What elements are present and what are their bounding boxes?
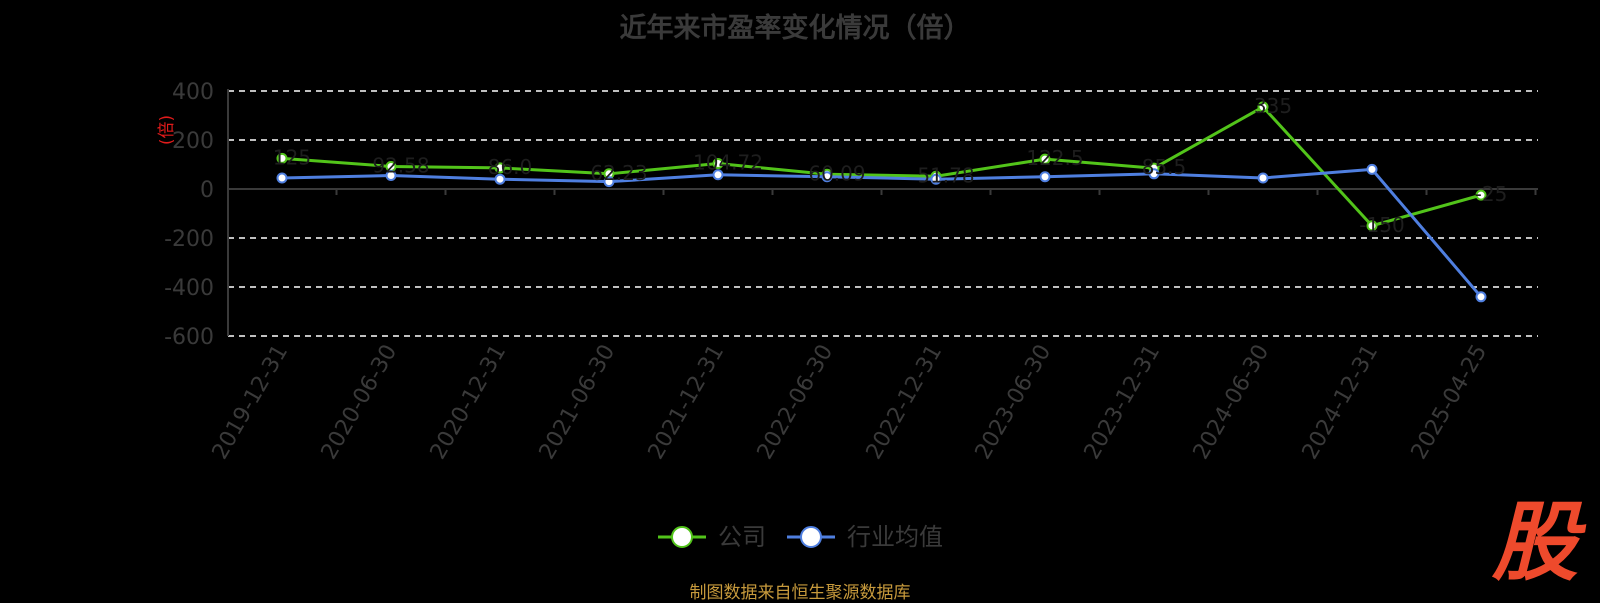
data-point xyxy=(930,173,942,185)
x-tick-label: 2021-06-30 xyxy=(535,341,621,464)
y-tick-label: 0 xyxy=(200,178,214,203)
data-point xyxy=(821,171,833,183)
data-point xyxy=(1475,291,1487,303)
data-point xyxy=(276,152,288,164)
data-point xyxy=(712,169,724,181)
data-point xyxy=(1257,172,1269,184)
series-line-industry xyxy=(281,167,1483,298)
data-label: 104.72 xyxy=(693,151,763,175)
data-label: 60.09 xyxy=(808,161,865,185)
gridlines xyxy=(228,90,1538,337)
y-tick-label: -200 xyxy=(164,227,214,252)
data-label: 122.5 xyxy=(1026,146,1083,170)
data-point xyxy=(276,172,288,184)
y-tick-label: 200 xyxy=(172,129,214,154)
data-point xyxy=(712,158,724,170)
chart-title: 近年来市盈率变化情况（倍） xyxy=(619,13,971,44)
data-point xyxy=(1366,163,1378,175)
source-note: 制图数据来自恒生聚源数据库 xyxy=(689,583,911,603)
series-line-company xyxy=(281,105,1482,228)
data-label: -25 xyxy=(1475,182,1508,206)
data-label: 62.23 xyxy=(590,161,647,185)
x-tick-label: 2020-06-30 xyxy=(317,341,403,464)
data-point xyxy=(603,176,615,188)
data-label: 92.58 xyxy=(372,153,429,177)
data-point xyxy=(1039,153,1051,165)
y-tick-label: -600 xyxy=(164,325,214,350)
y-tick-label: -400 xyxy=(164,276,214,301)
data-point xyxy=(1475,189,1487,201)
data-point xyxy=(1039,171,1051,183)
y-axis-title: (倍) xyxy=(157,115,177,145)
data-label: 86.0 xyxy=(488,155,533,179)
data-label: 335 xyxy=(1254,94,1292,118)
data-point xyxy=(494,162,506,174)
data-point xyxy=(385,170,397,182)
data-label: 85.5 xyxy=(1142,155,1187,179)
legend-label: 公司 xyxy=(718,523,766,551)
x-tick-label: 2019-12-31 xyxy=(208,341,294,464)
data-point xyxy=(494,173,506,185)
legend-item-industry[interactable]: 行业均值 xyxy=(787,523,943,551)
x-tick-label: 2023-06-30 xyxy=(971,341,1057,464)
legend[interactable]: 公司 行业均值 xyxy=(658,523,943,551)
x-tick-label: 2024-06-30 xyxy=(1189,341,1275,464)
data-label: 125 xyxy=(273,145,311,169)
data-point xyxy=(1148,168,1160,180)
data-point xyxy=(1257,101,1269,113)
x-tick-label: 2020-12-31 xyxy=(426,341,512,464)
x-tick-label: 2022-06-30 xyxy=(753,341,839,464)
x-tick-label: 2021-12-31 xyxy=(644,341,730,464)
y-tick-label: 400 xyxy=(172,80,214,105)
x-tick-label: 2022-12-31 xyxy=(862,341,948,464)
legend-label: 行业均值 xyxy=(847,523,943,551)
legend-item-company[interactable]: 公司 xyxy=(658,523,766,551)
legend-marker xyxy=(671,526,693,548)
data-label: 51.78 xyxy=(917,163,974,187)
axes: 400 200 0 -200 -400 -600 (倍) 2019-12-31 2020-06-… xyxy=(157,80,1538,464)
legend-marker xyxy=(800,526,822,548)
x-tick-label: 2024-12-31 xyxy=(1298,341,1384,464)
series-layer xyxy=(276,101,1487,303)
data-point xyxy=(1366,220,1378,232)
data-label: -150 xyxy=(1359,213,1404,237)
x-tick-label: 2025-04-25 xyxy=(1407,341,1493,464)
brand-logo: 股 xyxy=(1492,493,1578,593)
data-labels: 125 92.58 86.0 62.23 104.72 60.09 51.78 122.5 85… xyxy=(273,94,1507,237)
x-tick-label: 2023-12-31 xyxy=(1080,341,1166,464)
